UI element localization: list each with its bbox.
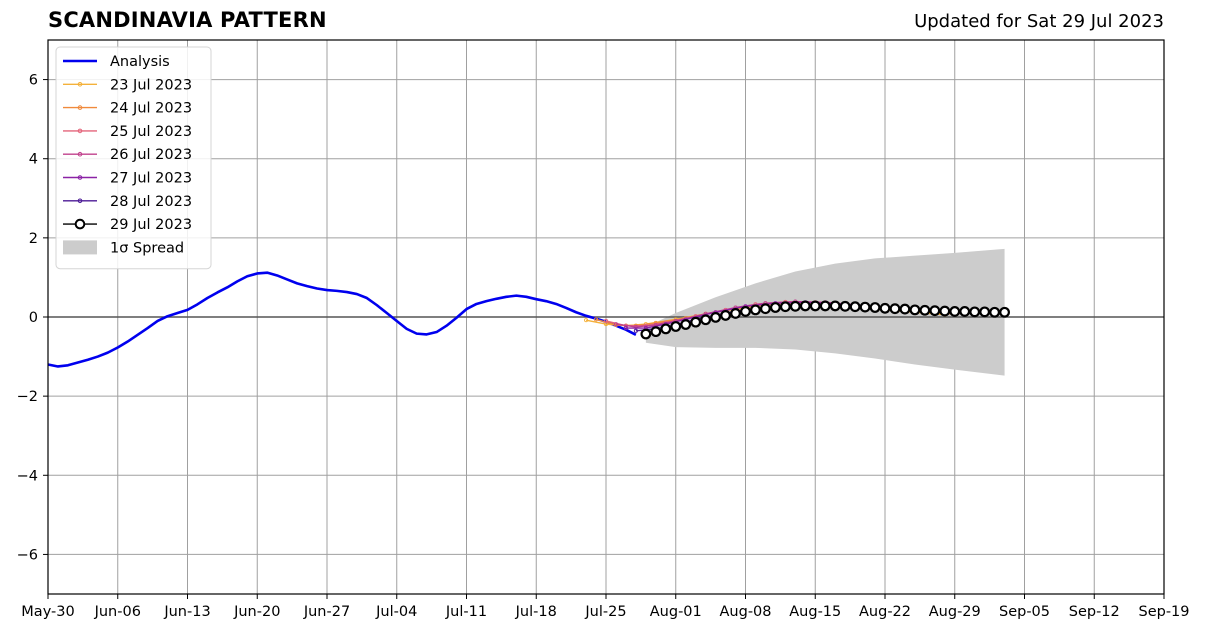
series-point-29-jul-2023 xyxy=(819,300,831,312)
series-point-29-jul-2023 xyxy=(660,323,672,335)
series-point-29-jul-2023 xyxy=(700,314,712,326)
y-tick-label: −6 xyxy=(17,547,38,563)
legend-label: 25 Jul 2023 xyxy=(110,124,192,140)
legend-swatch-marker xyxy=(77,82,83,87)
series-point-29-jul-2023 xyxy=(789,300,801,312)
chart-subtitle: Updated for Sat 29 Jul 2023 xyxy=(914,11,1164,32)
spread-band-area xyxy=(645,248,1005,376)
x-tick-label: Jun-27 xyxy=(303,604,350,620)
series-point-29-jul-2023 xyxy=(909,304,921,316)
series-point-29-jul-2023 xyxy=(730,308,741,319)
series-point-29-jul-2023 xyxy=(829,300,841,312)
x-tick-label: Jun-06 xyxy=(94,604,141,620)
x-tick-label: Sep-12 xyxy=(1069,604,1120,620)
y-tick-label: 2 xyxy=(29,231,38,247)
y-tick-label: −2 xyxy=(17,389,38,405)
series-point-29-jul-2023 xyxy=(779,301,791,313)
legend-label: 26 Jul 2023 xyxy=(110,147,192,163)
axes: May-30 Jun-06 Jun-13 Jun-20 Jun-27 Jul-04 Jul-… xyxy=(17,39,1190,620)
x-tick-label: Aug-08 xyxy=(720,604,772,620)
series-point-29-jul-2023 xyxy=(650,326,662,338)
series-point-29-jul-2023 xyxy=(989,306,1001,318)
x-tick-label: Jul-25 xyxy=(584,604,626,620)
series-point-29-jul-2023 xyxy=(889,303,901,315)
series-point-29-jul-2023 xyxy=(929,305,941,317)
series-point-29-jul-2023 xyxy=(899,303,911,315)
series-point-29-jul-2023 xyxy=(919,304,931,316)
series-point-25-jul-2023 xyxy=(603,318,609,324)
series-point-29-jul-2023 xyxy=(690,316,702,328)
series-point-26-jul-2023 xyxy=(613,322,619,327)
series-point-29-jul-2023 xyxy=(740,306,751,317)
legend-label: 27 Jul 2023 xyxy=(110,171,192,187)
y-tick-label: 6 xyxy=(29,73,38,89)
series-point-29-jul-2023 xyxy=(979,306,991,318)
series-point-29-jul-2023 xyxy=(969,306,981,318)
series-point-28-jul-2023 xyxy=(633,328,638,333)
series-point-29-jul-2023 xyxy=(760,303,771,315)
series-point-29-jul-2023 xyxy=(809,300,821,312)
series-layer xyxy=(47,271,1010,368)
series-point-29-jul-2023 xyxy=(710,311,722,323)
legend-label: 23 Jul 2023 xyxy=(110,77,192,93)
legend-label: 1σ Spread xyxy=(110,240,184,256)
x-tick-label: Jul-18 xyxy=(515,604,557,620)
y-tick-label: 4 xyxy=(29,152,38,168)
series-point-29-jul-2023 xyxy=(680,319,692,330)
series-point-23-jul-2023 xyxy=(584,318,589,323)
x-tick-label: Aug-29 xyxy=(929,604,981,620)
spread-band xyxy=(645,248,1005,376)
series-point-29-jul-2023 xyxy=(959,306,971,317)
x-tick-label: Sep-05 xyxy=(999,604,1050,620)
series-point-29-jul-2023 xyxy=(939,305,951,317)
legend-swatch-marker xyxy=(77,128,83,134)
legend-box xyxy=(55,46,212,270)
legend: Analysis 23 Jul 2023 24 Jul 2023 25 Jul 202… xyxy=(55,46,212,270)
legend-swatch-marker xyxy=(74,218,86,230)
legend-label: 28 Jul 2023 xyxy=(110,194,192,210)
series-point-29-jul-2023 xyxy=(769,302,781,313)
series-point-29-jul-2023 xyxy=(670,321,682,332)
y-tick-label: 0 xyxy=(29,310,38,326)
series-point-29-jul-2023 xyxy=(640,328,652,340)
series-point-29-jul-2023 xyxy=(720,310,731,321)
series-point-29-jul-2023 xyxy=(999,306,1010,318)
x-tick-label: Jul-11 xyxy=(445,604,487,620)
legend-swatch xyxy=(63,240,97,255)
series-point-29-jul-2023 xyxy=(750,304,761,316)
series-point-29-jul-2023 xyxy=(879,302,891,314)
legend-label: 24 Jul 2023 xyxy=(110,101,192,117)
legend-label: 29 Jul 2023 xyxy=(110,217,192,233)
x-tick-label: Aug-15 xyxy=(789,604,841,620)
legend-swatch-marker xyxy=(77,105,83,110)
legend-swatch-marker xyxy=(77,151,83,157)
x-tick-label: Jul-04 xyxy=(375,604,417,620)
series-point-24-jul-2023 xyxy=(593,317,599,322)
series-line-analysis xyxy=(47,271,637,368)
series-point-29-jul-2023 xyxy=(859,301,871,313)
x-tick-label: Jun-20 xyxy=(233,604,280,620)
x-tick-label: May-30 xyxy=(21,604,74,620)
x-tick-label: Aug-01 xyxy=(650,604,702,620)
y-tick-label: −4 xyxy=(17,468,38,484)
series-point-29-jul-2023 xyxy=(849,301,861,313)
series-point-29-jul-2023 xyxy=(799,300,811,312)
x-tick-label: Aug-22 xyxy=(859,604,911,620)
series-point-29-jul-2023 xyxy=(949,306,961,317)
series-point-27-jul-2023 xyxy=(623,326,628,331)
x-tick-label: Jun-13 xyxy=(163,604,210,620)
series-point-29-jul-2023 xyxy=(839,300,851,312)
series-point-29-jul-2023 xyxy=(869,302,881,313)
x-tick-label: Sep-19 xyxy=(1138,604,1189,620)
legend-swatch-marker xyxy=(77,198,83,204)
legend-label: Analysis xyxy=(110,54,170,70)
legend-swatch-marker xyxy=(77,175,83,180)
chart-title: SCANDINAVIA PATTERN xyxy=(48,8,327,32)
